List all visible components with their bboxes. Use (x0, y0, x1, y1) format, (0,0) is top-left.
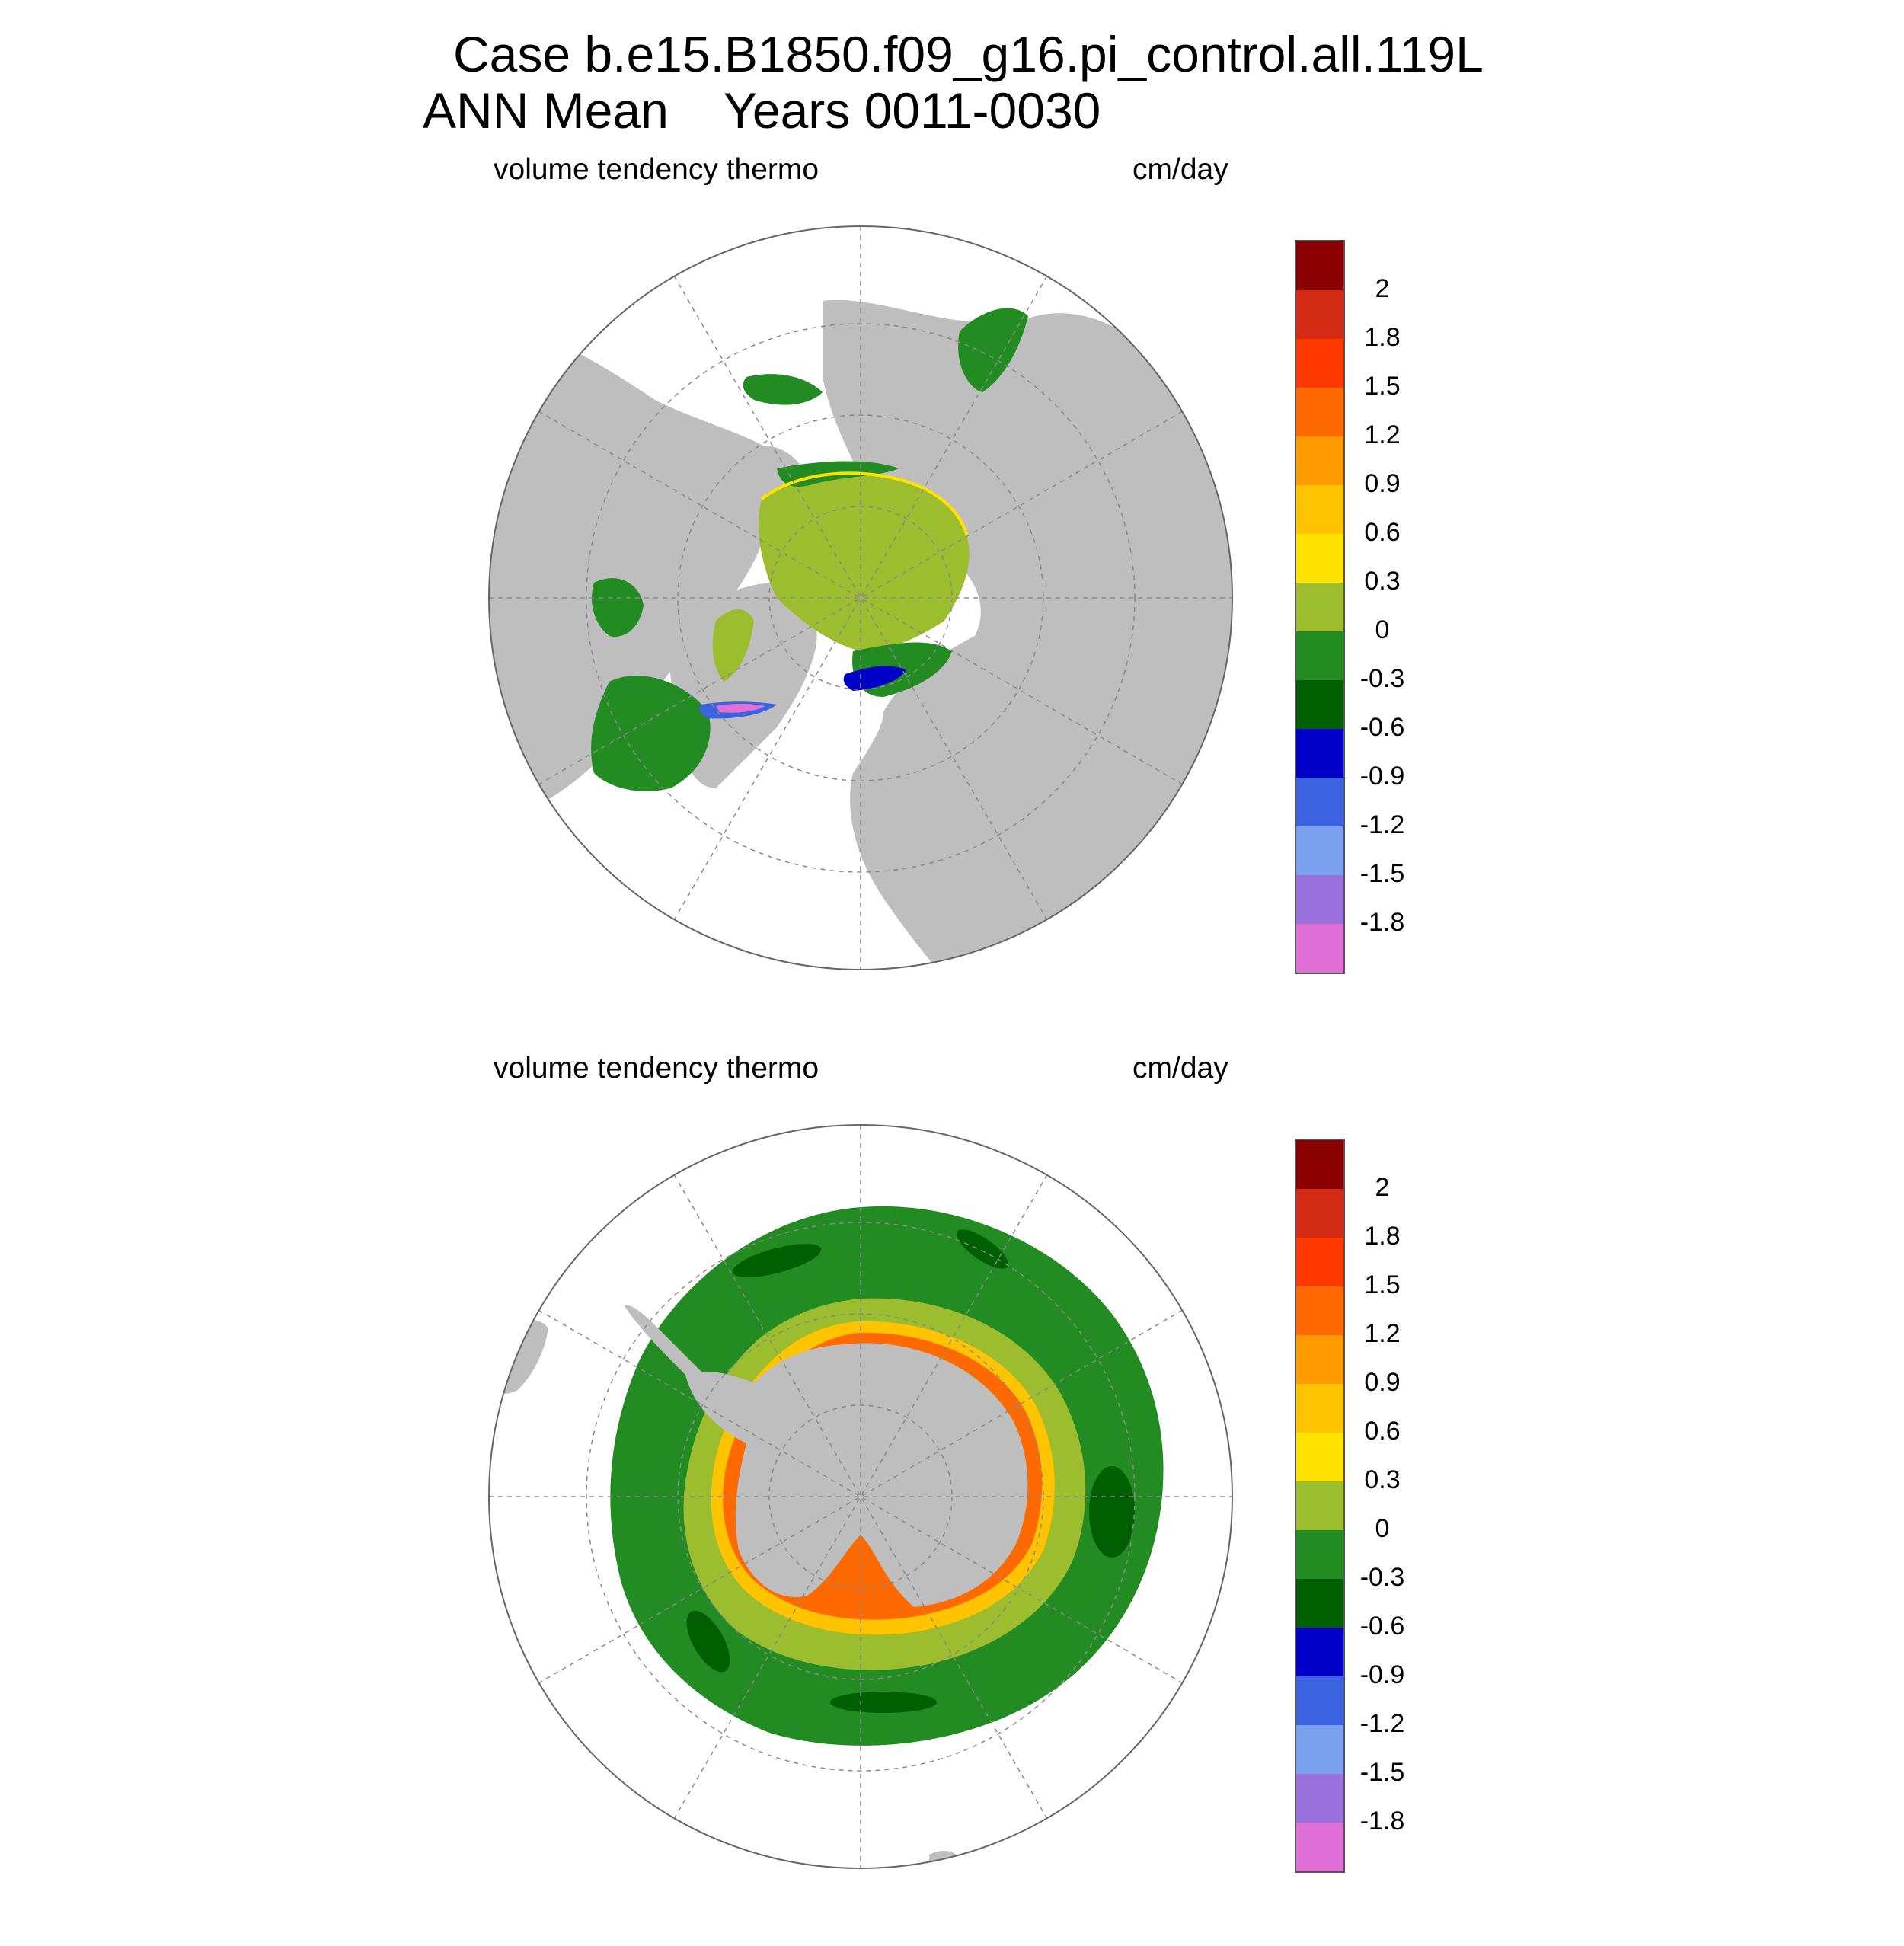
barents-melt-blue (843, 666, 906, 691)
south-colorbar-label: 2 (1375, 1173, 1390, 1202)
north-polar-map (488, 225, 1233, 970)
south-colorbar-label: -1.8 (1359, 1807, 1405, 1836)
south-colorbar-box (1296, 1579, 1343, 1628)
north-colorbar-box (1296, 388, 1343, 436)
scandinavia-landmass (893, 708, 976, 851)
north-colorbar-label: 0.6 (1364, 518, 1401, 547)
north-colorbar-label: -0.6 (1359, 713, 1405, 742)
south-colorbar-box (1296, 1286, 1343, 1335)
south-colorbar-box (1296, 1433, 1343, 1481)
north-colorbar-label: 0.3 (1364, 567, 1401, 596)
north-colorbar-label: 0 (1375, 615, 1390, 644)
north-colorbar-label: 1.5 (1364, 372, 1401, 401)
south-colorbar-box (1296, 1335, 1343, 1384)
greenland-sea-strong-melt (716, 704, 765, 713)
north-colorbar-label: -1.8 (1359, 908, 1405, 937)
south-colorbar-label: 1.2 (1364, 1319, 1401, 1348)
okhotsk-ice-dark (958, 308, 1028, 392)
ice-streak-1 (732, 1244, 822, 1277)
north-colorbar-box (1296, 485, 1343, 534)
south-polar-map (488, 1124, 1233, 1869)
south-colorbar-box (1296, 1774, 1343, 1823)
south-colorbar-box (1296, 1530, 1343, 1579)
north-colorbar-label: 2 (1375, 274, 1390, 303)
south-colorbar-label: -1.5 (1359, 1758, 1405, 1787)
north-units-label: cm/day (1132, 153, 1228, 186)
south-colorbar-label: 0.3 (1364, 1465, 1401, 1494)
figure-title-line-2: ANN Mean Years 0011-0030 (423, 82, 1101, 139)
north-colorbar-box (1296, 583, 1343, 631)
south-colorbar-label: -0.6 (1359, 1612, 1405, 1641)
south-colorbar-label: 0.9 (1364, 1368, 1401, 1397)
baffin-ice-light (712, 609, 754, 682)
north-colorbar-box (1296, 290, 1343, 339)
south-colorbar-label: 0 (1375, 1514, 1390, 1543)
north-colorbar-box (1296, 339, 1343, 388)
north-colorbar-box (1296, 241, 1343, 290)
north-panel: volume tendency thermo cm/day (0, 149, 1904, 1047)
north-map-border (488, 225, 1233, 970)
arctic-ice-edge (760, 471, 969, 538)
north-colorbar-label: 1.8 (1364, 323, 1401, 352)
north-colorbar-box (1296, 534, 1343, 583)
ice-streak-4 (830, 1692, 937, 1713)
north-colorbar-label: -0.3 (1359, 664, 1405, 693)
antarctica-landmass (685, 1343, 1028, 1607)
ice-streak-3 (1089, 1466, 1135, 1558)
ice-streak-2 (957, 1229, 1008, 1269)
south-colorbar-box (1296, 1725, 1343, 1774)
south-colorbar-label: 0.6 (1364, 1417, 1401, 1446)
south-colorbar-box (1296, 1628, 1343, 1676)
arctic-ice-light (759, 473, 970, 651)
south-graticule (489, 1125, 1232, 1868)
south-colorbar-label: -0.3 (1359, 1563, 1405, 1592)
labrador-ice-dark (591, 676, 711, 791)
north-colorbar-label: 0.9 (1364, 469, 1401, 498)
south-panel: volume tendency thermo cm/day (0, 1047, 1904, 1946)
north-colorbar-label: 1.2 (1364, 420, 1401, 449)
south-colorbar-label: -1.2 (1359, 1709, 1405, 1738)
south-map-border (488, 1124, 1233, 1869)
north-colorbar-box (1296, 631, 1343, 680)
north-colorbar-box (1296, 924, 1343, 973)
south-colorbar-box (1296, 1189, 1343, 1238)
south-colorbar-box (1296, 1481, 1343, 1530)
north-colorbar-label: -1.5 (1359, 859, 1405, 888)
south-colorbar-label: 1.5 (1364, 1270, 1401, 1299)
south-colorbar-label: -0.9 (1359, 1660, 1405, 1689)
north-colorbar (1295, 240, 1345, 974)
south-colorbar-box (1296, 1140, 1343, 1189)
south-colorbar-label: 1.8 (1364, 1222, 1401, 1251)
south-colorbar (1295, 1139, 1345, 1873)
bering-ice-dark (743, 374, 823, 405)
north-graticule (489, 226, 1232, 970)
south-colorbar-box (1296, 1676, 1343, 1725)
south-variable-label: volume tendency thermo (494, 1052, 819, 1085)
north-variable-label: volume tendency thermo (494, 153, 819, 186)
north-colorbar-box (1296, 436, 1343, 485)
south-units-label: cm/day (1132, 1052, 1228, 1085)
south-colorbar-box (1296, 1238, 1343, 1286)
north-colorbar-label: -1.2 (1359, 810, 1405, 839)
north-colorbar-label: -0.9 (1359, 762, 1405, 791)
north-colorbar-box (1296, 826, 1343, 875)
north-colorbar-box (1296, 778, 1343, 826)
north-colorbar-box (1296, 729, 1343, 778)
hudson-ice-dark (591, 578, 644, 637)
north-colorbar-box (1296, 875, 1343, 924)
ice-streak-5 (686, 1610, 730, 1673)
north-colorbar-box (1296, 680, 1343, 729)
south-colorbar-box (1296, 1384, 1343, 1433)
antarctic-peninsula (625, 1305, 708, 1379)
south-colorbar-box (1296, 1823, 1343, 1871)
north-america-landmass (489, 316, 779, 834)
figure-title-line-1: Case b.e15.B1850.f09_g16.pi_control.all.… (453, 26, 1484, 82)
